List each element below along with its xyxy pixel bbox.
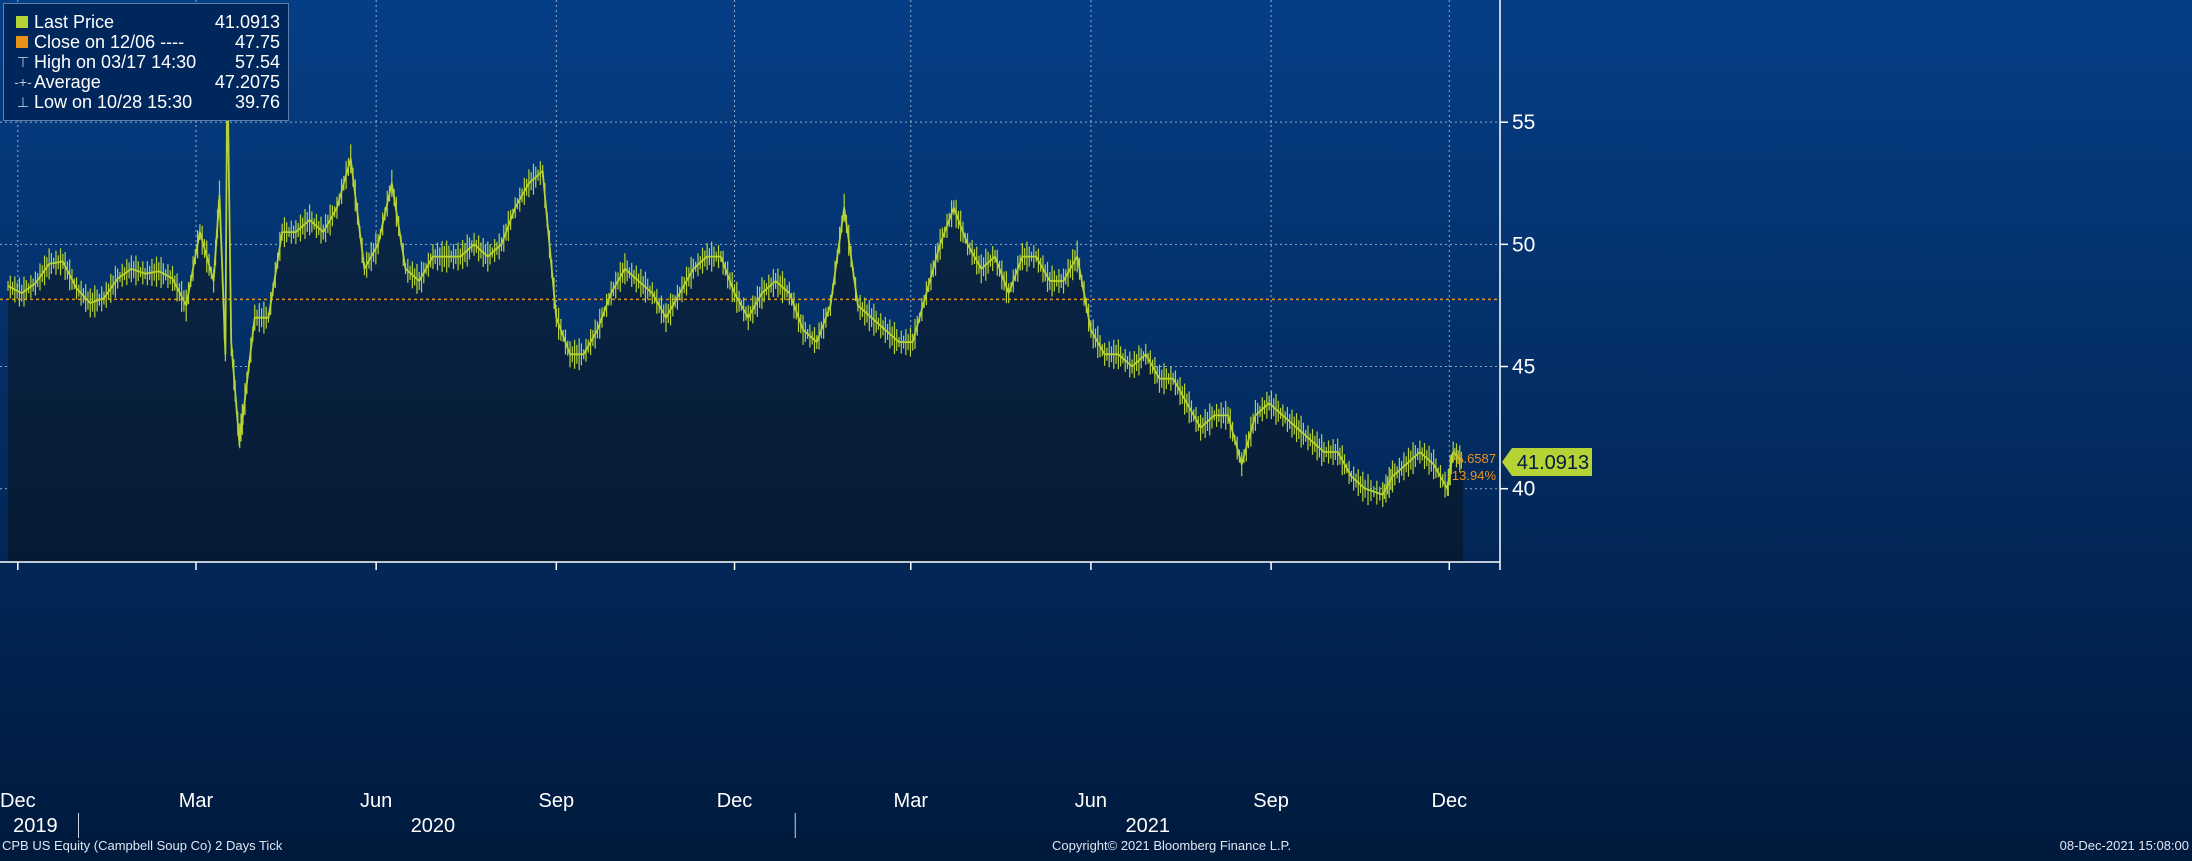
- x-tick-label: Jun: [1075, 790, 1107, 812]
- legend-item-high: ⊤ High on 03/17 14:30 57.54: [12, 52, 280, 72]
- legend-value: 41.0913: [214, 12, 280, 32]
- legend-item-average: -+- Average 47.2075: [12, 72, 280, 92]
- x-tick-label: Sep: [1253, 790, 1289, 812]
- axes: 40 45 50 55 Dec Mar Jun Sep Dec Mar Jun Sep Dec 2019 2…: [0, 0, 1592, 838]
- price-area-fill: [8, 60, 1463, 562]
- legend-label: Average: [34, 72, 101, 92]
- last-price-tag: [1502, 448, 1592, 477]
- y-tick-label: 55: [1512, 111, 1535, 134]
- x-tick-label: Dec: [1432, 790, 1468, 812]
- x-tick-label: Sep: [539, 790, 575, 812]
- last-price-label: 41.0913: [1517, 452, 1589, 474]
- legend-value: 47.75: [234, 32, 280, 52]
- year-label: 2021: [1125, 815, 1170, 837]
- x-tick-label: Dec: [717, 790, 753, 812]
- legend-value: 39.76: [234, 92, 280, 112]
- average-marker-icon: -+-: [14, 74, 32, 90]
- legend-label: Last Price: [34, 12, 115, 32]
- copyright-notice: Copyright© 2021 Bloomberg Finance L.P.: [1052, 838, 1292, 853]
- legend: Last Price 41.0913 Close on 12/06 ---- 4…: [3, 3, 289, 121]
- high-marker-icon: ⊤: [16, 54, 30, 70]
- legend-value: 57.54: [234, 52, 280, 72]
- security-description: CPB US Equity (Campbell Soup Co) 2 Days …: [2, 838, 283, 853]
- price-change-pct-label: -13.94%: [1448, 468, 1497, 483]
- legend-value: 47.2075: [214, 72, 280, 92]
- legend-item-close: Close on 12/06 ---- 47.75: [12, 32, 280, 52]
- y-tick-label: 50: [1512, 233, 1535, 256]
- y-tick-label: 45: [1512, 356, 1535, 379]
- legend-label: High on 03/17 14:30: [34, 52, 197, 72]
- timestamp: 08-Dec-2021 15:08:00: [2059, 838, 2189, 853]
- legend-label: Low on 10/28 15:30: [34, 92, 193, 112]
- legend-label: Close on 12/06 ----: [34, 32, 185, 52]
- x-tick-label: Dec: [0, 790, 36, 812]
- x-tick-label: Jun: [360, 790, 392, 812]
- price-change-label: -6.6587: [1452, 451, 1496, 466]
- legend-item-low: ⊥ Low on 10/28 15:30 39.76: [12, 92, 280, 112]
- year-label: 2020: [411, 815, 456, 837]
- price-line-series: [7, 59, 1464, 496]
- low-marker-icon: ⊥: [16, 94, 30, 110]
- x-tick-label: Mar: [179, 790, 214, 812]
- legend-item-last-price: Last Price 41.0913: [12, 12, 280, 32]
- orange-square-icon: [16, 36, 28, 48]
- year-label: 2019: [13, 815, 58, 837]
- y-tick-label: 40: [1512, 478, 1535, 501]
- x-tick-label: Mar: [894, 790, 929, 812]
- green-square-icon: [16, 16, 28, 28]
